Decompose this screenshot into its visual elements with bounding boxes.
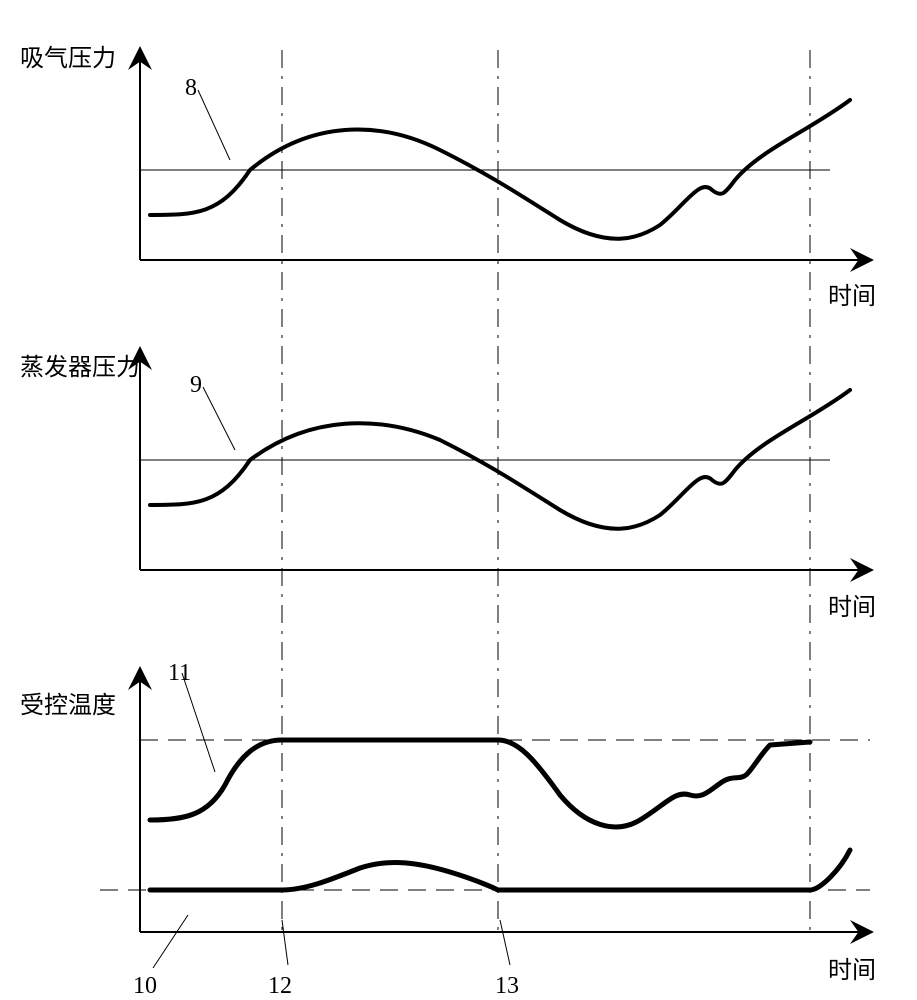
- y-axis-label-panel1: 吸气压力: [20, 38, 116, 73]
- callout-9: 9: [190, 372, 202, 399]
- y-axis-label-panel2: 蒸发器压力: [20, 347, 140, 382]
- callout-13: 13: [495, 973, 519, 1000]
- diagram-svg: [20, 20, 897, 980]
- callout-12: 12: [268, 973, 292, 1000]
- x-axis-label-panel3: 时间: [828, 950, 876, 985]
- figure-container: 吸气压力 蒸发器压力 受控温度 时间 时间 时间 8 9 10 11 12 13: [20, 20, 897, 980]
- callout-11: 11: [168, 660, 191, 687]
- x-axis-label-panel1: 时间: [828, 276, 876, 311]
- callout-8: 8: [185, 75, 197, 102]
- callout-10: 10: [133, 973, 157, 1000]
- y-axis-label-panel3: 受控温度: [20, 685, 116, 720]
- x-axis-label-panel2: 时间: [828, 587, 876, 622]
